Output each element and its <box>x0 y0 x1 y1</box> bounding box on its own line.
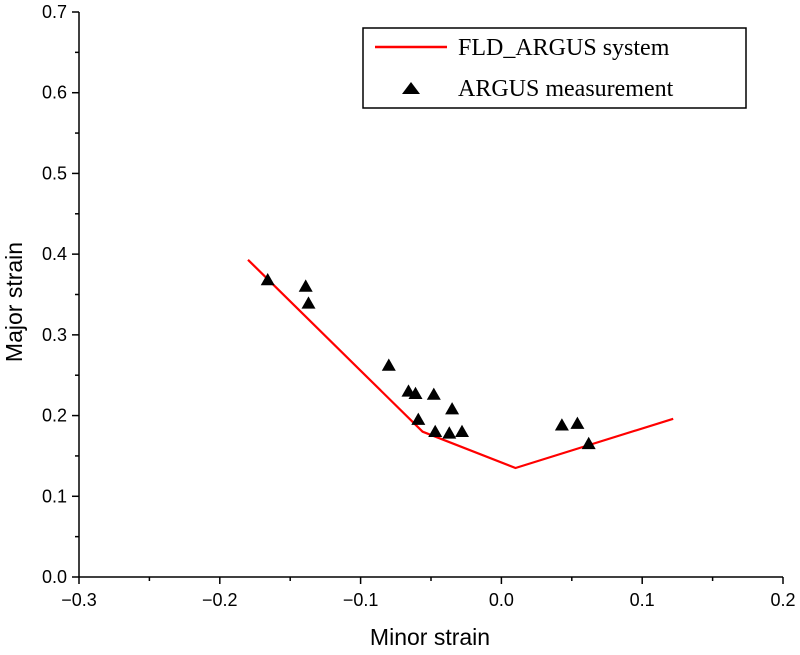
data-point-triangle <box>445 402 460 415</box>
y-tick-label: 0.7 <box>42 2 67 22</box>
data-point-triangle <box>428 424 443 437</box>
y-tick-label: 0.2 <box>42 406 67 426</box>
data-point-triangle <box>301 296 316 309</box>
legend: FLD_ARGUS system ARGUS measurement <box>362 27 747 109</box>
x-tick-label: 0.0 <box>489 590 514 610</box>
data-point-triangle <box>408 386 423 399</box>
data-point-triangle <box>570 416 585 429</box>
legend-label-line: FLD_ARGUS system <box>458 35 670 61</box>
data-point-triangle <box>554 418 569 431</box>
y-axis-title: Major strain <box>1 242 27 362</box>
y-tick-label: 0.5 <box>42 163 67 183</box>
x-tick-label: −0.3 <box>61 590 97 610</box>
data-point-triangle <box>381 358 396 371</box>
data-point-triangle <box>581 436 596 450</box>
y-tick-label: 0.3 <box>42 325 67 345</box>
axes: −0.3 −0.2 −0.1 0.0 0.1 0.2 0.0 0.1 0.2 0.3 0.4 0.5 0… <box>42 2 796 610</box>
x-axis-title: Minor strain <box>370 624 490 650</box>
legend-label-scatter: ARGUS measurement <box>458 76 674 102</box>
x-tick-label: −0.1 <box>343 590 379 610</box>
x-tick-label: −0.2 <box>202 590 238 610</box>
plot-area <box>247 259 674 470</box>
x-tick-label: 0.2 <box>770 590 795 610</box>
x-tick-label: 0.1 <box>630 590 655 610</box>
data-point-triangle <box>260 273 275 286</box>
data-point-triangle <box>455 424 469 437</box>
legend-box <box>362 27 747 109</box>
y-tick-label: 0.4 <box>42 244 67 264</box>
data-point-triangle <box>298 279 313 292</box>
y-tick-label: 0.1 <box>42 486 67 506</box>
y-tick-label: 0.0 <box>42 567 67 587</box>
y-tick-label: 0.6 <box>42 83 67 103</box>
data-point-triangle <box>442 426 457 439</box>
legend-marker-sample <box>402 82 420 94</box>
data-point-triangle <box>426 387 441 400</box>
series-line-fld-argus <box>247 259 674 470</box>
data-point-triangle <box>411 412 426 425</box>
